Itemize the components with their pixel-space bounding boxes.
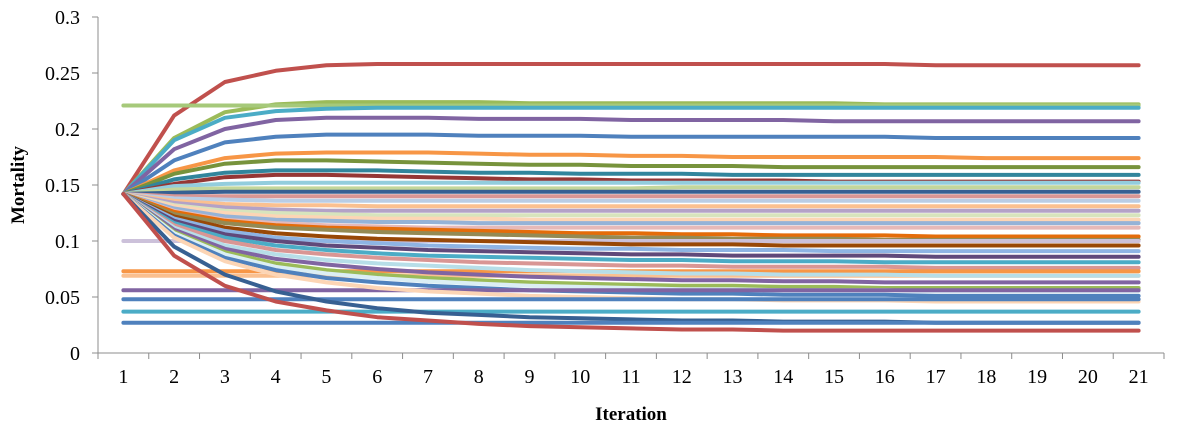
series-line-11 <box>121 180 1141 196</box>
series-line-17 <box>121 192 1141 213</box>
series-line-34 <box>121 192 1141 290</box>
x-tick-label: 11 <box>621 366 640 388</box>
series-line-15 <box>121 192 1141 203</box>
series-line-19 <box>121 192 1141 222</box>
series-line-25 <box>121 192 1141 248</box>
series-line-1 <box>121 62 1141 196</box>
series-line-33 <box>121 192 1141 285</box>
series-line-22 <box>121 192 1141 239</box>
series-line-12 <box>121 185 1141 196</box>
y-tick-label: 0.15 <box>45 175 80 197</box>
series-line-26 <box>121 192 1141 254</box>
series-line-6 <box>121 132 1141 196</box>
series-line-16 <box>121 192 1141 209</box>
series-line-18 <box>121 192 1141 218</box>
series-line-36 <box>121 192 1141 298</box>
y-tick-label: 0.2 <box>55 119 80 141</box>
x-tick-label: 16 <box>875 366 895 388</box>
series-line-7 <box>121 150 1141 196</box>
y-tick-label: 0.05 <box>45 287 80 309</box>
y-tick-label: 0.1 <box>55 231 80 253</box>
series-line-4 <box>121 105 1141 196</box>
series-line-28 <box>121 192 1141 265</box>
x-tick-label: 5 <box>321 366 331 388</box>
y-ticks: 0 0.05 0.1 0.15 0.2 0.25 0.3 <box>45 7 98 365</box>
series-line-14 <box>121 192 1141 199</box>
x-tick-label: 7 <box>423 366 433 388</box>
x-tick-label: 14 <box>773 366 793 388</box>
x-tick-label: 9 <box>524 366 534 388</box>
x-tick-label: 20 <box>1078 366 1098 388</box>
x-tick-label: 2 <box>169 366 179 388</box>
x-tick-label: 12 <box>672 366 692 388</box>
series-line-20 <box>121 192 1141 226</box>
x-tick-label: 19 <box>1027 366 1047 388</box>
x-tick-label: 18 <box>976 366 996 388</box>
x-tick-label: 13 <box>723 366 743 388</box>
x-tick-label: 15 <box>824 366 844 388</box>
series-line-29 <box>121 192 1141 270</box>
x-tick-label: 21 <box>1129 366 1149 388</box>
x-ticks: 1 2 3 4 5 6 7 8 9 10 11 12 13 14 15 16 17 18 19 20 21 <box>97 353 1165 388</box>
series-line-21 <box>121 192 1141 230</box>
y-axis-title: Mortality <box>8 145 29 224</box>
series-line-43 <box>121 192 1141 333</box>
series-line-5 <box>121 115 1141 196</box>
x-tick-label: 1 <box>118 366 128 388</box>
series-line-9 <box>121 168 1141 196</box>
x-tick-label: 6 <box>372 366 382 388</box>
x-tick-label: 4 <box>271 366 281 388</box>
x-axis-title: Iteration <box>595 404 667 425</box>
x-tick-label: 8 <box>474 366 484 388</box>
series-line-13 <box>121 189 1141 196</box>
series-line-27 <box>121 192 1141 259</box>
x-tick-label: 17 <box>926 366 946 388</box>
x-tick-label: 10 <box>570 366 590 388</box>
x-tick-label: 3 <box>220 366 230 388</box>
y-tick-label: 0.25 <box>45 63 80 85</box>
series-line-8 <box>121 158 1141 196</box>
y-tick-label: 0.3 <box>55 7 80 29</box>
series-layer <box>121 62 1141 333</box>
y-tick-label: 0 <box>70 343 80 365</box>
series-line-32 <box>121 192 1141 278</box>
